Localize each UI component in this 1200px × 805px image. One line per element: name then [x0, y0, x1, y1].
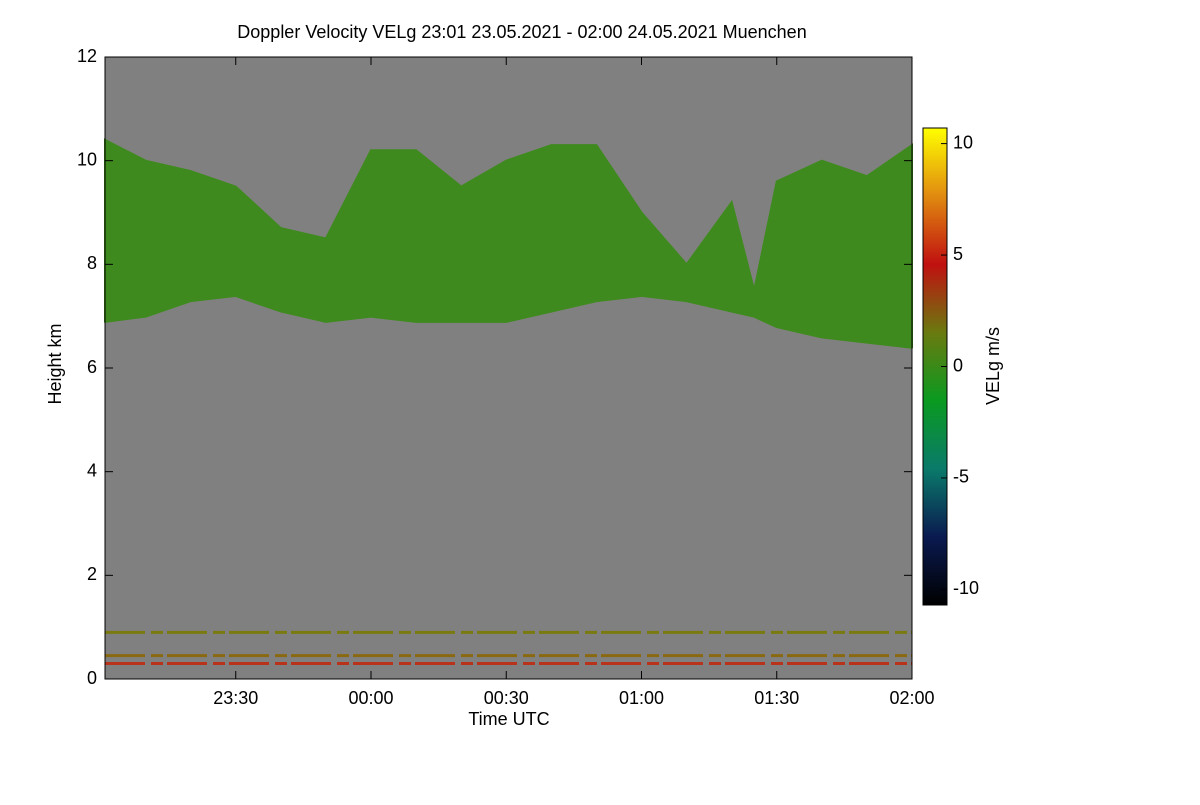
x-tick-label: 23:30: [213, 688, 258, 708]
cloud-base: [104, 293, 913, 349]
x-tick-label: 00:30: [484, 688, 529, 708]
y-tick-label: 4: [87, 460, 97, 480]
y-tick-label: 0: [87, 668, 97, 688]
colorbar-tick-label: 0: [953, 355, 963, 375]
colorbar-tick-label: -10: [953, 578, 979, 598]
y-tick-label: 6: [87, 357, 97, 377]
y-tick-label: 12: [77, 46, 97, 66]
x-tick-label: 01:30: [754, 688, 799, 708]
colorbar-tick-label: 5: [953, 244, 963, 264]
chart-title: Doppler Velocity VELg 23:01 23.05.2021 -…: [237, 22, 806, 42]
colorbar-label: VELg m/s: [983, 327, 1003, 405]
colorbar-tick-label: 10: [953, 132, 973, 152]
y-tick-label: 10: [77, 149, 97, 169]
x-tick-label: 01:00: [619, 688, 664, 708]
x-tick-label: 02:00: [889, 688, 934, 708]
x-axis-label: Time UTC: [468, 709, 549, 729]
y-tick-label: 8: [87, 253, 97, 273]
y-tick-label: 2: [87, 564, 97, 584]
plot-background: [105, 57, 912, 679]
y-axis-label: Height km: [45, 323, 65, 404]
x-tick-label: 00:00: [348, 688, 393, 708]
colorbar-tick-label: -5: [953, 467, 969, 487]
